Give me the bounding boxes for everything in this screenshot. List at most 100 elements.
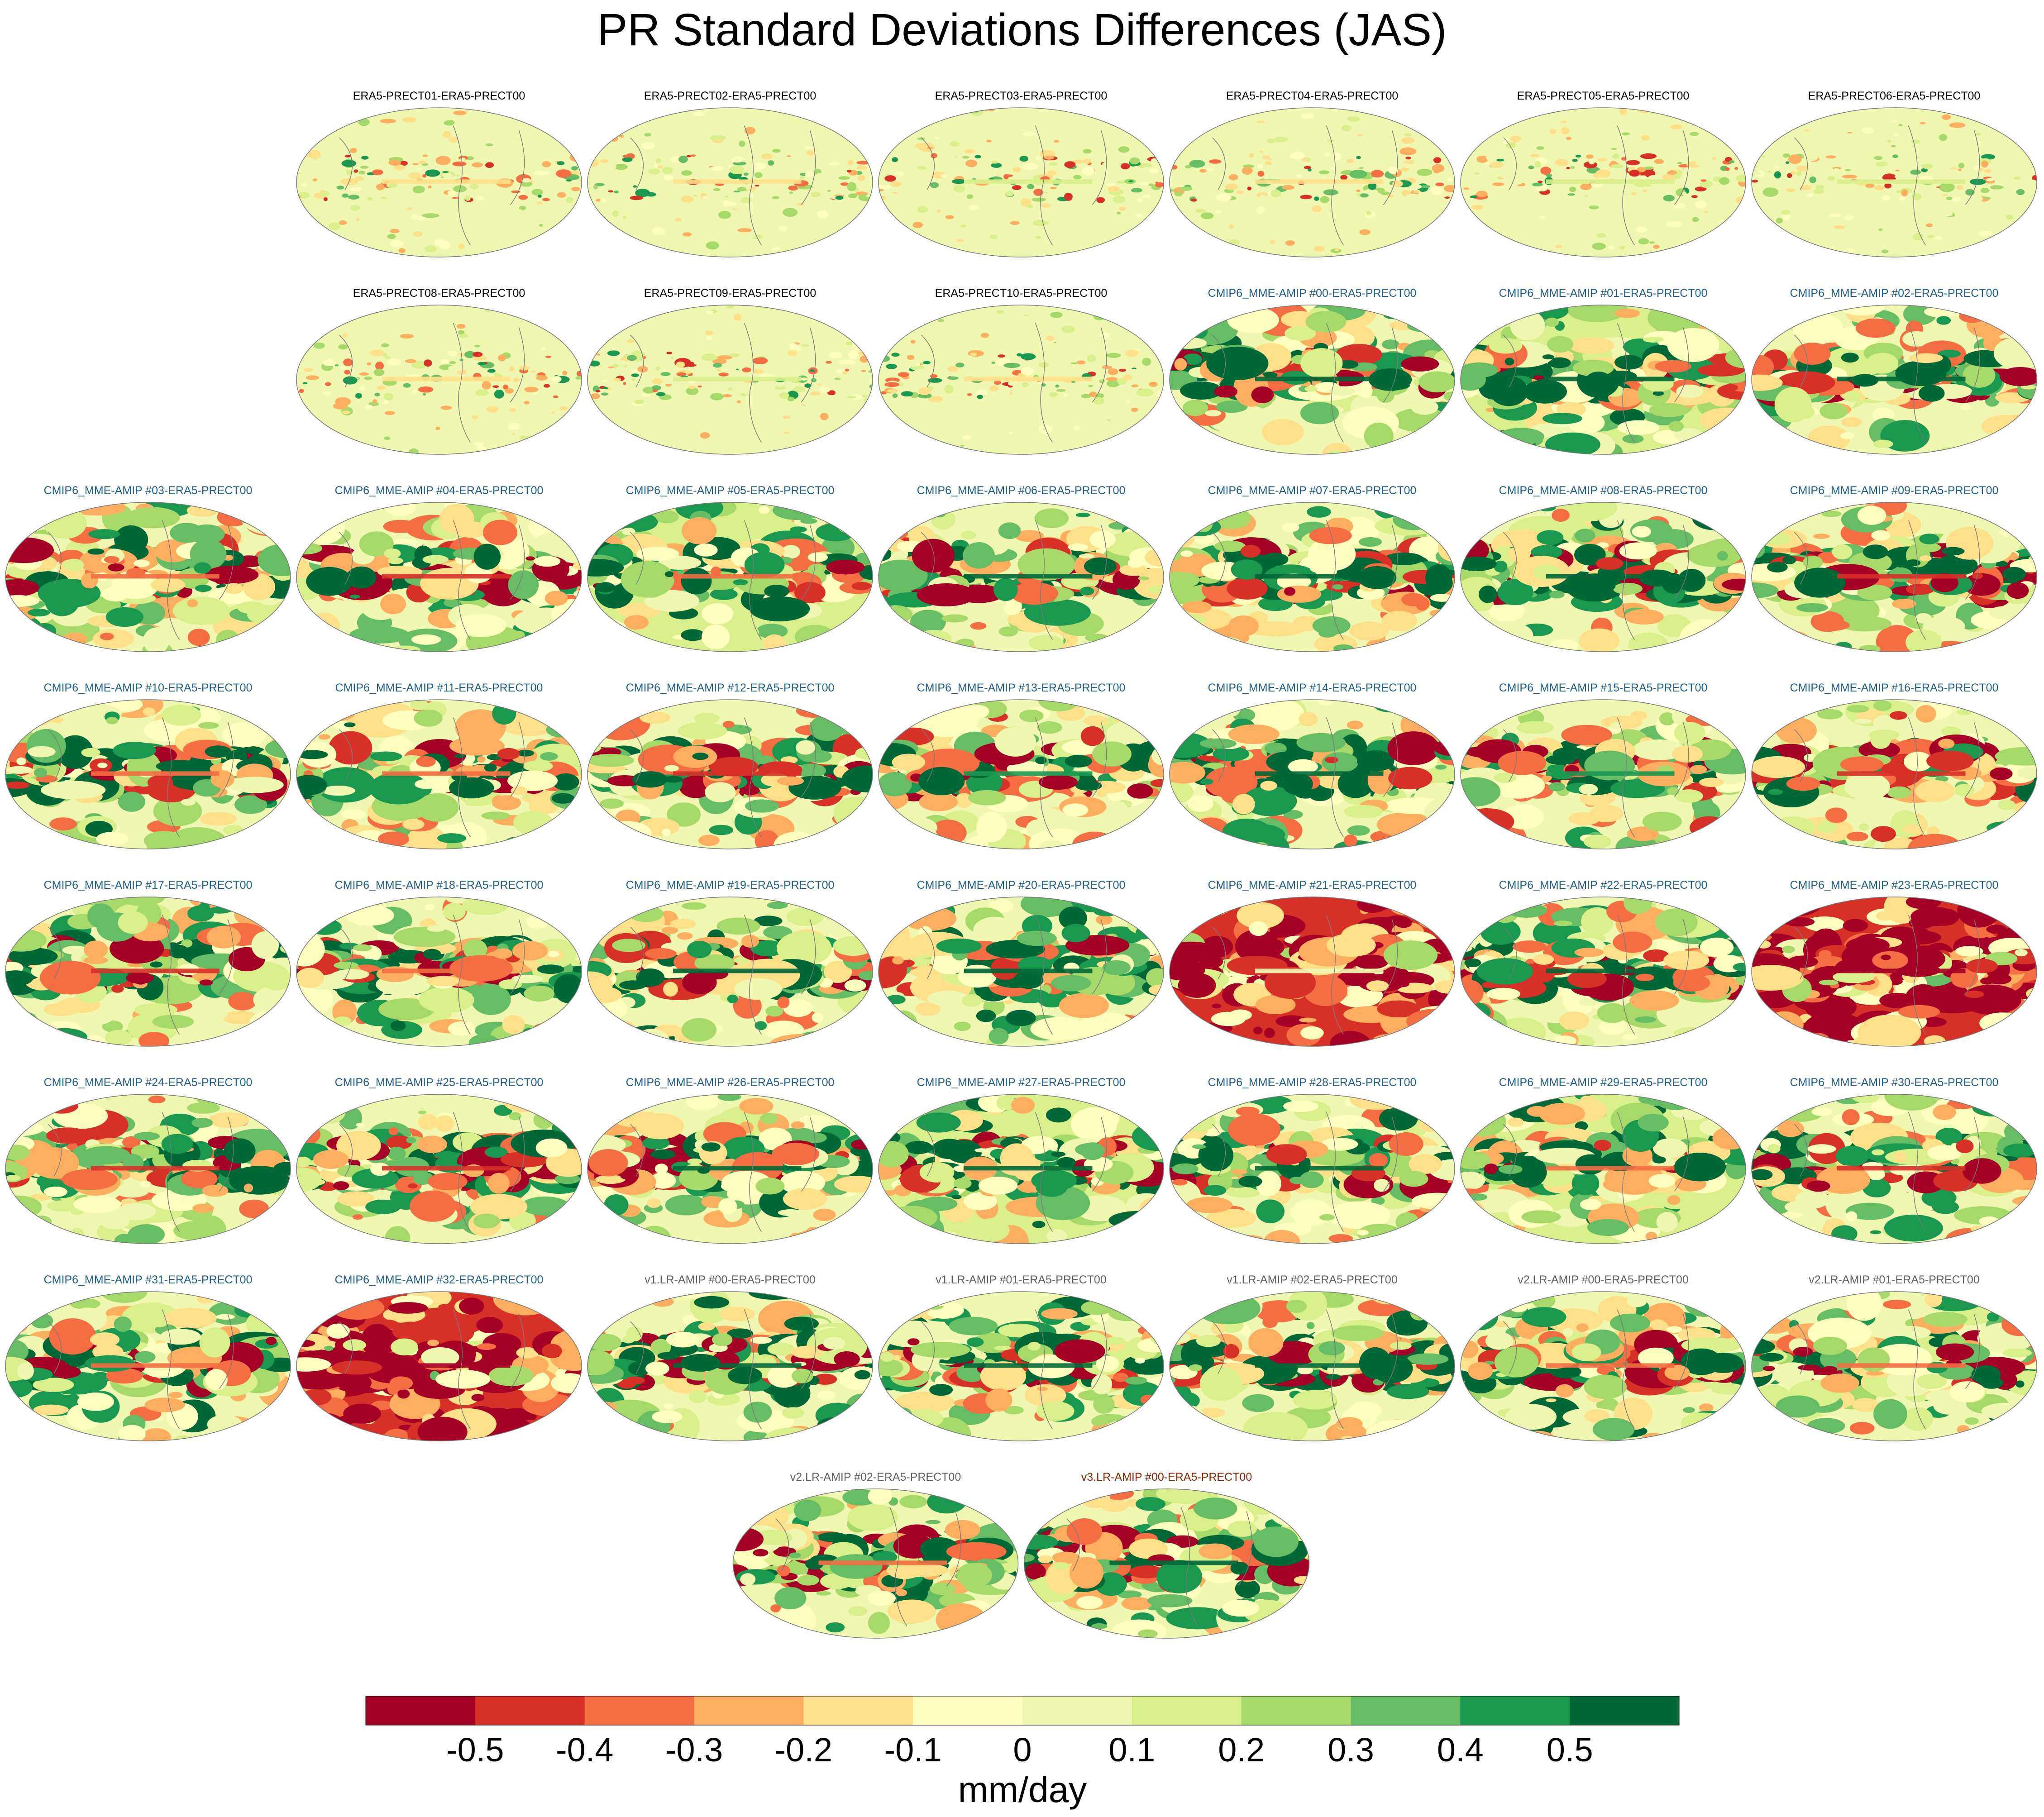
map-border xyxy=(1460,897,1746,1047)
map-border xyxy=(1169,107,1455,258)
panel-label: CMIP6_MME-AMIP #26-ERA5-PRECT00 xyxy=(626,1076,835,1089)
colorbar-swatch xyxy=(913,1696,1023,1725)
map-border xyxy=(587,1094,873,1244)
colorbar-tick-label: 0.4 xyxy=(1437,1731,1484,1769)
panel-label: ERA5-PRECT05-ERA5-PRECT00 xyxy=(1517,90,1690,102)
map-panel: v2.LR-AMIP #02-ERA5-PRECT00 xyxy=(732,1471,1019,1639)
map-field xyxy=(5,1292,291,1441)
map-border xyxy=(878,1094,1164,1244)
map-border xyxy=(5,1291,291,1441)
map-field xyxy=(587,1292,873,1441)
colorbar-tick-label: 0.3 xyxy=(1328,1731,1374,1769)
map-panel: CMIP6_MME-AMIP #00-ERA5-PRECT00 xyxy=(1169,287,1455,455)
map-border xyxy=(1751,502,2037,652)
panel-label: v1.LR-AMIP #01-ERA5-PRECT00 xyxy=(936,1273,1106,1286)
map-border xyxy=(1169,305,1455,455)
panel-label: CMIP6_MME-AMIP #24-ERA5-PRECT00 xyxy=(44,1076,253,1089)
map-border xyxy=(878,1291,1164,1441)
panel-label: CMIP6_MME-AMIP #32-ERA5-PRECT00 xyxy=(335,1273,544,1286)
panel-label: v2.LR-AMIP #00-ERA5-PRECT00 xyxy=(1518,1273,1688,1286)
map-field xyxy=(1170,897,1455,1046)
map-panel: CMIP6_MME-AMIP #06-ERA5-PRECT00 xyxy=(878,484,1164,652)
map-border xyxy=(296,699,582,849)
panel-label: ERA5-PRECT10-ERA5-PRECT00 xyxy=(935,287,1108,300)
map-panel: CMIP6_MME-AMIP #17-ERA5-PRECT00 xyxy=(5,879,291,1047)
map-border xyxy=(296,107,582,258)
map-field xyxy=(5,1094,291,1244)
panel-label: CMIP6_MME-AMIP #12-ERA5-PRECT00 xyxy=(626,682,835,694)
map-border xyxy=(1751,107,2037,258)
map-field xyxy=(1461,700,1746,849)
colorbar-swatch xyxy=(584,1696,694,1725)
colorbar-tick-label: -0.5 xyxy=(446,1731,504,1769)
colorbar-swatch xyxy=(475,1696,585,1725)
map-border xyxy=(5,897,291,1047)
map-border xyxy=(878,699,1164,849)
map-field xyxy=(587,502,873,652)
map-field xyxy=(733,1489,1018,1638)
map-panel: ERA5-PRECT03-ERA5-PRECT00 xyxy=(878,90,1164,258)
map-field xyxy=(1170,1094,1455,1244)
map-border xyxy=(1460,1094,1746,1244)
map-field xyxy=(1461,108,1746,257)
map-border xyxy=(878,305,1164,455)
map-border xyxy=(878,502,1164,652)
colorbar-tick-label: -0.1 xyxy=(884,1731,942,1769)
map-field xyxy=(296,1292,582,1441)
map-border xyxy=(1460,1291,1746,1441)
map-panel: CMIP6_MME-AMIP #28-ERA5-PRECT00 xyxy=(1169,1076,1455,1244)
panel-label: CMIP6_MME-AMIP #30-ERA5-PRECT00 xyxy=(1790,1076,1999,1089)
map-panel: v2.LR-AMIP #01-ERA5-PRECT00 xyxy=(1751,1273,2037,1441)
map-panel: CMIP6_MME-AMIP #26-ERA5-PRECT00 xyxy=(587,1076,873,1244)
panel-label: CMIP6_MME-AMIP #11-ERA5-PRECT00 xyxy=(335,682,543,694)
map-panel: ERA5-PRECT06-ERA5-PRECT00 xyxy=(1751,90,2037,258)
map-panel: CMIP6_MME-AMIP #32-ERA5-PRECT00 xyxy=(296,1273,582,1441)
map-border xyxy=(1460,305,1746,455)
panel-label: CMIP6_MME-AMIP #04-ERA5-PRECT00 xyxy=(335,484,544,497)
panel-label: CMIP6_MME-AMIP #25-ERA5-PRECT00 xyxy=(335,1076,544,1089)
map-panel: CMIP6_MME-AMIP #09-ERA5-PRECT00 xyxy=(1751,484,2037,652)
map-field xyxy=(296,502,582,652)
map-field xyxy=(879,897,1164,1046)
map-field xyxy=(1752,502,2037,652)
map-panel: v3.LR-AMIP #00-ERA5-PRECT00 xyxy=(1023,1471,1310,1639)
map-field xyxy=(1461,305,1746,454)
map-field xyxy=(296,1094,582,1244)
colorbar-tick-label: 0.5 xyxy=(1547,1731,1593,1769)
panel-label: ERA5-PRECT01-ERA5-PRECT00 xyxy=(353,90,525,102)
map-field xyxy=(1170,700,1455,849)
map-border xyxy=(1751,897,2037,1047)
panel-label: v2.LR-AMIP #02-ERA5-PRECT00 xyxy=(790,1471,961,1483)
map-border xyxy=(1751,699,2037,849)
colorbar-tick-label: -0.4 xyxy=(556,1731,614,1769)
map-field xyxy=(296,108,582,257)
map-field xyxy=(1170,108,1455,257)
map-border xyxy=(1460,502,1746,652)
map-panel: CMIP6_MME-AMIP #16-ERA5-PRECT00 xyxy=(1751,682,2037,849)
panel-label: CMIP6_MME-AMIP #21-ERA5-PRECT00 xyxy=(1208,879,1417,892)
map-panel: ERA5-PRECT02-ERA5-PRECT00 xyxy=(587,90,873,258)
map-field xyxy=(5,502,291,652)
panel-label: CMIP6_MME-AMIP #28-ERA5-PRECT00 xyxy=(1208,1076,1417,1089)
map-field xyxy=(5,897,291,1046)
map-border xyxy=(1169,1291,1455,1441)
colorbar-frame xyxy=(365,1696,1680,1726)
map-border xyxy=(5,699,291,849)
map-field xyxy=(879,502,1164,652)
map-panel: ERA5-PRECT10-ERA5-PRECT00 xyxy=(878,287,1164,455)
map-panel: CMIP6_MME-AMIP #05-ERA5-PRECT00 xyxy=(587,484,873,652)
map-panel: CMIP6_MME-AMIP #22-ERA5-PRECT00 xyxy=(1460,879,1746,1047)
map-panel: CMIP6_MME-AMIP #18-ERA5-PRECT00 xyxy=(296,879,582,1047)
map-panel: ERA5-PRECT05-ERA5-PRECT00 xyxy=(1460,90,1746,258)
colorbar-tick-label: 0.2 xyxy=(1218,1731,1265,1769)
map-field xyxy=(1461,502,1746,652)
map-field xyxy=(1170,305,1455,454)
map-panel: CMIP6_MME-AMIP #21-ERA5-PRECT00 xyxy=(1169,879,1455,1047)
map-field xyxy=(587,897,873,1046)
map-panel: CMIP6_MME-AMIP #27-ERA5-PRECT00 xyxy=(878,1076,1164,1244)
map-field xyxy=(587,108,873,257)
map-panel: CMIP6_MME-AMIP #19-ERA5-PRECT00 xyxy=(587,879,873,1047)
map-field xyxy=(5,700,291,849)
map-border xyxy=(1751,1094,2037,1244)
map-border xyxy=(587,1291,873,1441)
